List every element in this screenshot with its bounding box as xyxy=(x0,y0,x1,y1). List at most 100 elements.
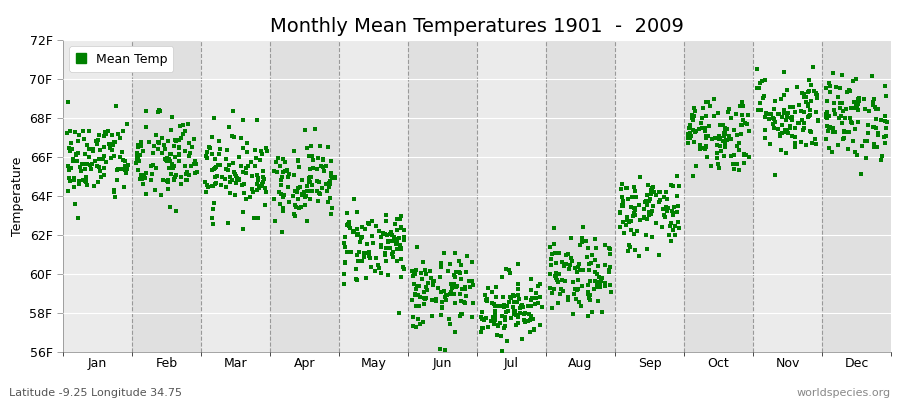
Point xyxy=(362,249,376,255)
Point xyxy=(175,174,189,180)
Point xyxy=(173,123,187,130)
Point xyxy=(739,152,753,158)
Point xyxy=(181,120,195,127)
Point xyxy=(273,201,287,208)
Point xyxy=(84,166,98,172)
Point xyxy=(242,194,256,200)
Point xyxy=(501,299,516,305)
Point xyxy=(701,99,716,105)
Point xyxy=(758,135,772,141)
Point xyxy=(548,260,562,266)
Point xyxy=(867,141,881,147)
Point xyxy=(480,298,494,304)
Point xyxy=(531,300,545,306)
Point xyxy=(357,251,372,257)
Point xyxy=(431,285,446,292)
Point xyxy=(878,118,893,124)
Point xyxy=(460,253,474,259)
Point xyxy=(490,284,504,290)
Point xyxy=(300,218,314,224)
Point xyxy=(96,156,111,162)
Point xyxy=(498,316,512,322)
Point xyxy=(588,277,602,284)
Point xyxy=(240,140,255,146)
Point xyxy=(144,163,158,169)
Point xyxy=(238,170,253,176)
Point xyxy=(827,107,842,114)
Point xyxy=(515,336,529,342)
Point xyxy=(275,156,290,162)
Point xyxy=(90,141,104,148)
Point xyxy=(148,187,162,193)
Point xyxy=(822,125,836,132)
Point xyxy=(543,243,557,250)
Point xyxy=(234,163,248,169)
Point xyxy=(411,302,426,309)
Point xyxy=(426,278,440,285)
Point xyxy=(69,152,84,158)
Point xyxy=(616,203,630,210)
Point xyxy=(190,169,204,176)
Point xyxy=(282,199,296,205)
Point xyxy=(227,134,241,140)
Point xyxy=(368,268,382,274)
Point xyxy=(759,110,773,116)
Point xyxy=(394,224,409,230)
Point xyxy=(229,173,243,179)
Point xyxy=(575,235,590,241)
Point xyxy=(704,163,718,169)
Point xyxy=(118,158,132,164)
Point xyxy=(109,103,123,110)
Point xyxy=(447,291,462,298)
Point xyxy=(664,238,679,244)
Point xyxy=(499,309,513,316)
Point xyxy=(822,80,836,86)
Point xyxy=(270,169,284,176)
Point xyxy=(670,219,685,226)
Bar xyxy=(684,40,753,352)
Point xyxy=(698,128,712,134)
Point xyxy=(146,162,160,168)
Point xyxy=(841,146,855,152)
Point xyxy=(722,106,736,112)
Point xyxy=(755,78,770,84)
Point xyxy=(517,316,531,323)
Point xyxy=(130,167,145,174)
Point xyxy=(349,276,364,282)
Point xyxy=(310,166,324,172)
Point xyxy=(784,115,798,121)
Point xyxy=(386,254,400,260)
Point xyxy=(846,78,860,84)
Point xyxy=(627,212,642,219)
Point xyxy=(868,104,882,110)
Point xyxy=(498,316,512,323)
Point xyxy=(426,282,440,288)
Point xyxy=(784,114,798,121)
Point xyxy=(205,134,220,140)
Point xyxy=(316,157,330,164)
Point xyxy=(454,262,468,268)
Point xyxy=(434,260,448,266)
Point xyxy=(236,145,250,151)
Point xyxy=(632,253,646,259)
Point xyxy=(712,134,726,141)
Title: Monthly Mean Temperatures 1901  -  2009: Monthly Mean Temperatures 1901 - 2009 xyxy=(270,17,684,36)
Point xyxy=(713,143,727,150)
Point xyxy=(716,153,731,159)
Point xyxy=(63,148,77,154)
Point xyxy=(91,137,105,143)
Point xyxy=(60,163,75,170)
Point xyxy=(488,303,502,309)
Point xyxy=(394,246,409,252)
Point xyxy=(178,128,193,134)
Point xyxy=(176,122,190,128)
Point xyxy=(436,299,450,305)
Point xyxy=(390,227,404,233)
Point xyxy=(658,214,672,220)
Point xyxy=(582,295,597,301)
Point xyxy=(72,132,86,138)
Point xyxy=(752,80,767,86)
Point xyxy=(572,260,587,267)
Point xyxy=(154,192,168,198)
Point xyxy=(300,183,314,190)
